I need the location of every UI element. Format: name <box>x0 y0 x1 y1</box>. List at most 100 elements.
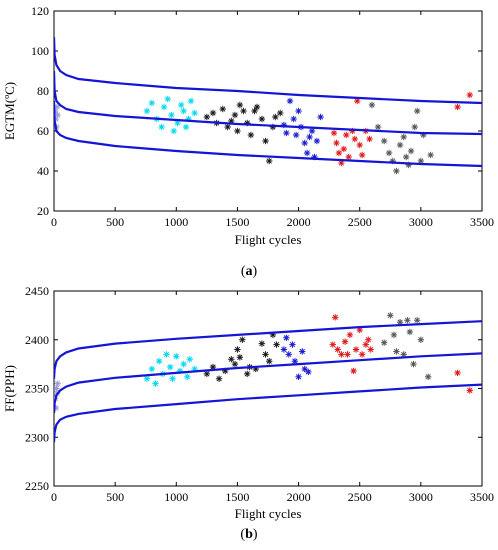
x-tick-label: 3000 <box>409 490 433 504</box>
data-point <box>54 385 60 392</box>
data-point <box>380 137 388 145</box>
x-tick-label: 1000 <box>164 490 188 504</box>
data-point <box>158 123 165 131</box>
data-point <box>410 360 417 368</box>
data-point <box>365 336 372 343</box>
data-point <box>424 373 432 380</box>
data-point <box>306 133 313 141</box>
data-point <box>283 129 290 137</box>
data-point <box>407 147 415 155</box>
data-point <box>454 103 461 111</box>
y-tick-label: 20 <box>37 204 49 218</box>
data-point <box>305 368 312 376</box>
data-point <box>148 99 156 107</box>
data-point <box>402 153 410 161</box>
data-point <box>345 153 352 161</box>
data-point <box>203 370 211 378</box>
data-point <box>228 356 235 363</box>
data-point <box>163 351 170 358</box>
data-point <box>262 137 269 145</box>
data-point <box>266 157 273 165</box>
data-point <box>417 157 425 165</box>
y-tick-label: 2450 <box>25 284 49 298</box>
data-point <box>247 131 255 139</box>
data-point <box>269 331 277 339</box>
x-tick-label: 3000 <box>409 215 433 229</box>
data-point <box>368 101 376 109</box>
y-axis-label: EGTM(ºC) <box>2 82 17 140</box>
x-tick-label: 500 <box>106 490 124 504</box>
caption-a-letter: a <box>245 264 253 279</box>
data-point <box>330 129 338 137</box>
data-point <box>413 317 421 324</box>
data-point <box>295 107 302 115</box>
data-point <box>262 351 269 358</box>
data-point <box>346 331 354 339</box>
bound-curve-0 <box>54 320 482 379</box>
data-point <box>286 97 294 105</box>
data-point <box>454 369 461 377</box>
x-tick-label: 3500 <box>470 215 494 229</box>
data-point <box>301 365 308 373</box>
data-point <box>187 97 195 105</box>
y-tick-label: 80 <box>37 84 49 98</box>
data-point <box>351 135 359 143</box>
x-tick-label: 3500 <box>470 490 494 504</box>
y-tick-label: 120 <box>31 4 49 18</box>
data-point <box>356 326 363 334</box>
data-point <box>224 123 231 131</box>
data-point <box>244 370 251 378</box>
data-point <box>332 314 339 321</box>
data-point <box>466 387 473 394</box>
x-tick-label: 2500 <box>348 215 372 229</box>
x-tick-label: 2000 <box>287 215 311 229</box>
data-point <box>54 111 61 119</box>
data-point <box>427 151 434 159</box>
x-tick-label: 1500 <box>225 490 249 504</box>
data-point <box>343 131 350 139</box>
y-tick-label: 60 <box>37 124 49 138</box>
data-point <box>335 149 343 157</box>
data-point <box>358 351 366 358</box>
data-point <box>148 365 156 373</box>
y-tick-label: 2350 <box>25 382 49 396</box>
data-point <box>236 101 244 109</box>
data-point <box>160 103 168 111</box>
data-point <box>317 113 324 121</box>
chart-panel-b: 0 500 1000 1500 2000 2500 3000 3500 2250 2300 2350… <box>2 284 494 521</box>
data-point <box>350 367 357 375</box>
data-point <box>290 115 297 123</box>
data-point <box>285 351 292 358</box>
data-point <box>411 123 418 131</box>
plot-area <box>54 36 482 175</box>
data-point <box>295 373 302 380</box>
data-point <box>182 123 190 131</box>
x-axis-label: Flight cycles <box>235 506 302 521</box>
data-point <box>152 380 159 387</box>
bound-curve-1 <box>54 70 482 136</box>
data-point <box>184 373 191 380</box>
data-point <box>169 375 176 382</box>
data-point <box>366 135 373 143</box>
data-point <box>396 319 404 326</box>
y-tick-label: 40 <box>37 164 49 178</box>
data-point <box>292 131 300 139</box>
data-point <box>393 348 400 355</box>
data-point <box>209 109 217 117</box>
data-point <box>356 141 363 149</box>
data-point <box>177 101 185 109</box>
data-point <box>333 139 340 147</box>
data-point <box>358 151 366 159</box>
chart-panel-a: 0 500 1000 1500 2000 2500 3000 3500 20 40 60 80 100 1… <box>2 4 494 247</box>
data-point <box>385 149 393 157</box>
data-point <box>289 341 296 348</box>
x-tick-label: 2500 <box>348 490 372 504</box>
data-point <box>362 341 370 348</box>
data-point <box>231 360 239 368</box>
data-point <box>143 107 151 115</box>
data-point <box>374 123 382 131</box>
x-tick-label: 500 <box>106 215 124 229</box>
data-point <box>170 127 178 135</box>
